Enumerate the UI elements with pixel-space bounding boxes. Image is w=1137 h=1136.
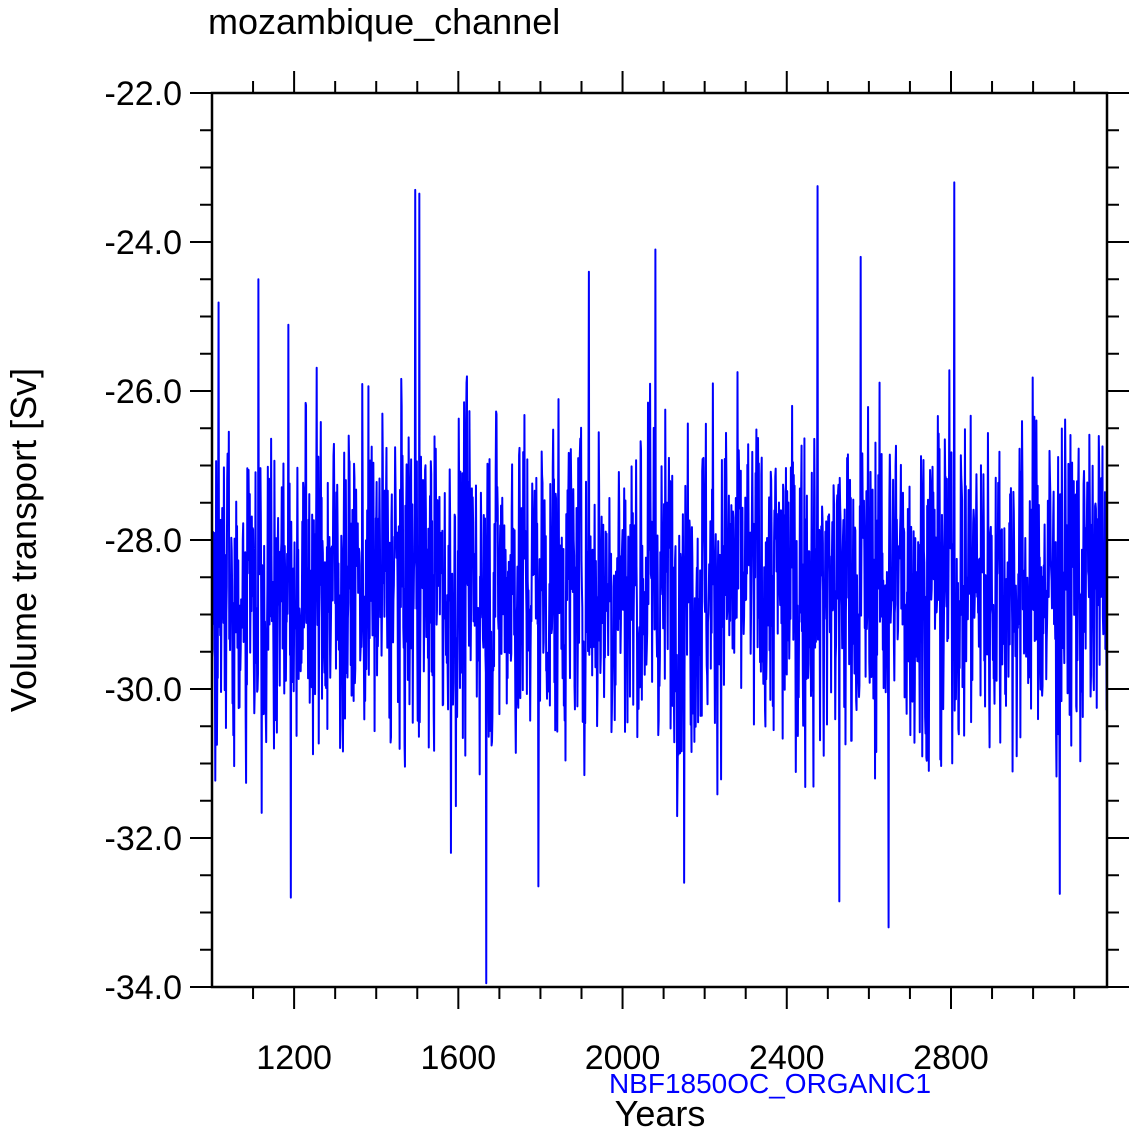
plot-frame (210, 91, 1109, 989)
y-axis-label: Volume transport [Sv] (3, 368, 44, 712)
y-axis-tick-labels: -22.0 -24.0 -26.0 -28.0 -30.0 -32.0 -34.0 (105, 75, 183, 1007)
x-tick-label: 1200 (256, 1039, 332, 1077)
y-tick-label: -34.0 (105, 969, 183, 1007)
x-axis-tick-labels: 1200 1600 2000 2400 2800 (256, 1039, 989, 1077)
y-tick-label: -32.0 (105, 820, 183, 858)
y-tick-label: -28.0 (105, 522, 183, 560)
axis-ticks (190, 71, 1129, 1009)
chart-title: mozambique_channel (208, 1, 560, 42)
y-tick-label: -26.0 (105, 373, 183, 411)
y-tick-label: -30.0 (105, 671, 183, 709)
x-tick-label: 2000 (585, 1039, 661, 1077)
x-tick-label: 2400 (749, 1039, 825, 1077)
y-tick-label: -22.0 (105, 75, 183, 113)
run-annotation: NBF1850OC_ORGANIC1 (609, 1068, 931, 1099)
x-tick-label: 1600 (421, 1039, 497, 1077)
x-axis-label: Years (615, 1093, 706, 1134)
series-line (211, 181, 1108, 985)
x-tick-label: 2800 (913, 1039, 989, 1077)
y-tick-label: -24.0 (105, 224, 183, 262)
